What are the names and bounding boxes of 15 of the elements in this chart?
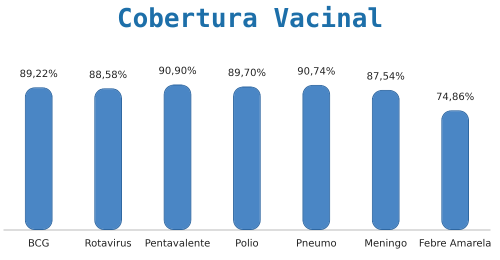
data-label: 87,54% (366, 72, 405, 83)
x-tick-label: Pneumo (296, 238, 337, 250)
data-label: 74,86% (436, 92, 474, 103)
data-label: 89,70% (228, 68, 266, 80)
data-label: 88,58% (89, 70, 128, 81)
data-label: 90,74% (297, 66, 336, 78)
chart-title: Cobertura Vacinal (116, 4, 384, 34)
x-tick-label: BCG (28, 238, 50, 250)
data-label: 89,22% (20, 68, 58, 80)
x-tick-label: Febre Amarela (418, 238, 492, 250)
x-tick-label: Pentavalente (144, 238, 210, 250)
x-tick-label: Meningo (364, 238, 408, 250)
data-label: 90,90% (158, 66, 197, 78)
x-tick-label: Rotavirus (84, 238, 132, 250)
x-tick-label: Polio (235, 238, 259, 250)
